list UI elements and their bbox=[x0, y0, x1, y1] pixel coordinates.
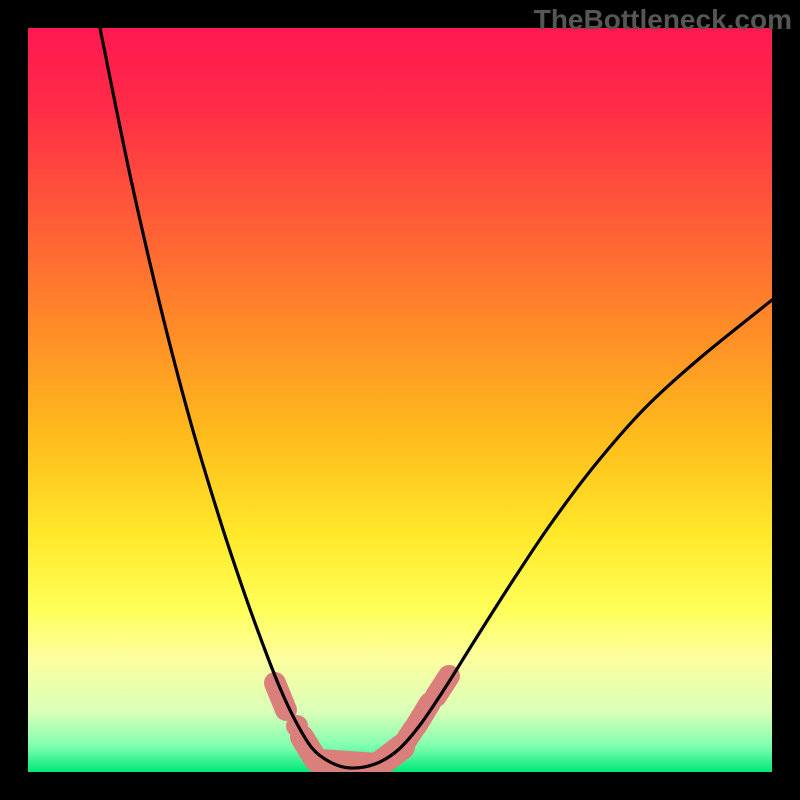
plot-area bbox=[28, 28, 772, 772]
gradient-background bbox=[28, 28, 772, 772]
chart-svg bbox=[28, 28, 772, 772]
chart-root: TheBottleneck.com bbox=[0, 0, 800, 800]
watermark-text: TheBottleneck.com bbox=[534, 4, 792, 36]
